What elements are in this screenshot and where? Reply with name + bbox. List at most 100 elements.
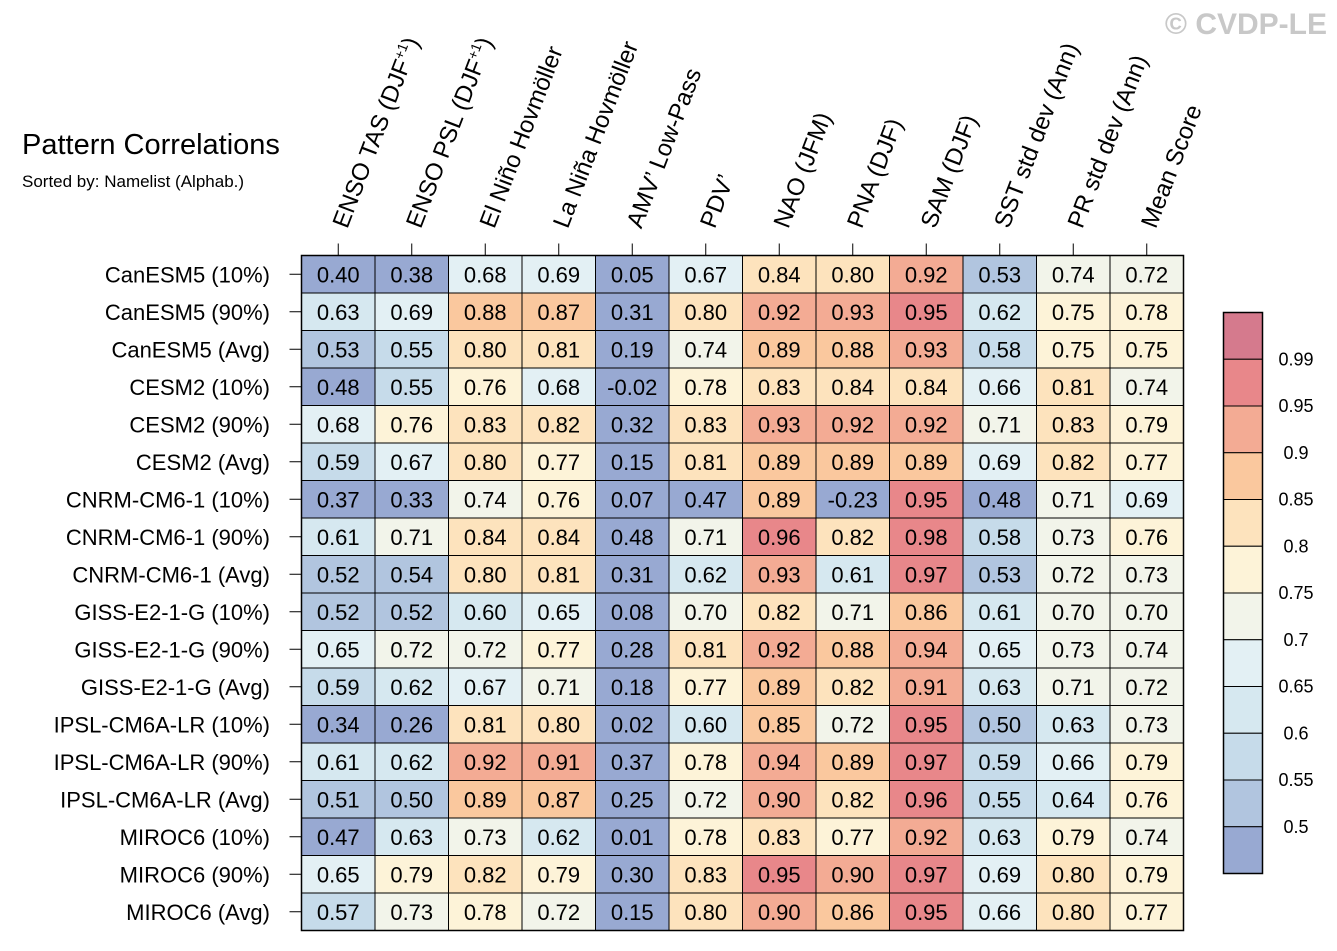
cell-value: 0.98 [905, 525, 948, 550]
cell-value: 0.77 [684, 675, 727, 700]
heatmap-cell [1036, 855, 1111, 894]
heatmap-cell [1109, 480, 1184, 519]
cell-value: 0.76 [1125, 525, 1168, 550]
cell-value: 0.77 [1125, 900, 1168, 925]
row-label: GISS-E2-1-G (10%) [74, 600, 270, 625]
heatmap-cell [448, 555, 523, 594]
cell-value: 0.92 [905, 412, 948, 437]
row-label: GISS-E2-1-G (90%) [74, 637, 270, 662]
cell-value: 0.70 [684, 600, 727, 625]
cell-value: 0.59 [978, 750, 1021, 775]
cell-value: 0.25 [611, 787, 654, 812]
cell-value: 0.76 [537, 487, 580, 512]
cell-value: 0.01 [611, 825, 654, 850]
cell-value: 0.78 [684, 375, 727, 400]
cell-value: 0.90 [758, 787, 801, 812]
cell-value: 0.50 [978, 712, 1021, 737]
heatmap-cell [1109, 705, 1184, 744]
cell-value: 0.85 [758, 712, 801, 737]
colorbar-label: 0.55 [1278, 770, 1313, 790]
heatmap-cell [742, 742, 817, 781]
cell-value: 0.72 [1052, 562, 1095, 587]
colorbar-label: 0.9 [1283, 443, 1308, 463]
cell-value: 0.61 [317, 525, 360, 550]
cell-value: 0.71 [537, 675, 580, 700]
heatmap-cell [448, 405, 523, 444]
cell-value: 0.80 [537, 712, 580, 737]
heatmap-cell [595, 592, 670, 631]
row-label: CanESM5 (90%) [105, 300, 270, 325]
heatmap-cell [1036, 817, 1111, 856]
colorbar-swatch [1223, 779, 1263, 828]
colorbar-swatch [1223, 639, 1263, 687]
heatmap-cell [595, 630, 670, 669]
heatmap-cell [889, 555, 964, 594]
heatmap-cell [521, 630, 596, 669]
heatmap-cell [668, 817, 743, 856]
cell-value: 0.61 [978, 600, 1021, 625]
heatmap-cell [962, 330, 1037, 369]
cell-value: 0.95 [905, 300, 948, 325]
cell-value: 0.82 [831, 787, 874, 812]
heatmap-cell [595, 480, 670, 519]
heatmap-cell [521, 330, 596, 369]
cell-value: 0.92 [464, 750, 507, 775]
cell-value: 0.50 [390, 787, 433, 812]
heatmap-cell [815, 742, 890, 781]
colorbar-swatch [1223, 312, 1263, 360]
cell-value: 0.72 [464, 637, 507, 662]
cell-value: 0.83 [684, 412, 727, 437]
cell-value: 0.79 [1125, 412, 1168, 437]
cell-value: 0.79 [390, 862, 433, 887]
heatmap-cell [1109, 555, 1184, 594]
heatmap-cell [815, 292, 890, 331]
cell-value: 0.76 [464, 375, 507, 400]
cell-value: 0.51 [317, 787, 360, 812]
cell-value: 0.15 [611, 900, 654, 925]
cell-value: 0.05 [611, 262, 654, 287]
heatmap-cell [301, 442, 376, 481]
heatmap-cell [1036, 780, 1111, 819]
cell-value: 0.79 [1125, 750, 1168, 775]
cell-value: 0.79 [1125, 862, 1168, 887]
cell-value: 0.72 [1125, 262, 1168, 287]
cell-value: 0.69 [1125, 487, 1168, 512]
colorbar-swatch [1223, 826, 1263, 874]
cell-value: 0.92 [905, 262, 948, 287]
heatmap-cell [815, 705, 890, 744]
cell-value: 0.91 [537, 750, 580, 775]
heatmap-cell [668, 705, 743, 744]
cell-value: 0.87 [537, 787, 580, 812]
heatmap-cell [301, 517, 376, 556]
cell-value: 0.68 [317, 412, 360, 437]
cell-value: 0.84 [537, 525, 580, 550]
heatmap-cell [448, 292, 523, 331]
heatmap-cell [962, 592, 1037, 631]
cell-value: 0.80 [464, 450, 507, 475]
cell-value: 0.53 [317, 337, 360, 362]
cell-value: 0.72 [684, 787, 727, 812]
heatmap-cell [889, 330, 964, 369]
heatmap-cell [962, 630, 1037, 669]
heatmap-cell [815, 442, 890, 481]
heatmap-cell [521, 442, 596, 481]
column-labels: ENSO TAS (DJF+1)ENSO PSL (DJF+1)El Niño … [328, 34, 1208, 256]
cell-value: 0.60 [464, 600, 507, 625]
heatmap-cell [889, 705, 964, 744]
heatmap-cell [1036, 255, 1111, 294]
cell-value: 0.54 [390, 562, 433, 587]
colorbar: 0.99 0.95 0.9 0.85 0.8 0.75 0.7 0.65 0.6 0.55 0.5 [1222, 311, 1314, 875]
cell-value: 0.57 [317, 900, 360, 925]
heatmap-cell [668, 292, 743, 331]
cell-value: 0.82 [758, 600, 801, 625]
cell-value: 0.76 [1125, 787, 1168, 812]
cell-value: 0.78 [464, 900, 507, 925]
cell-value: 0.70 [1125, 600, 1168, 625]
cell-value: 0.94 [758, 750, 801, 775]
cell-value: 0.63 [390, 825, 433, 850]
heatmap-cells: 0.40 0.38 0.68 0.69 0.05 0.67 0.84 0.80 0.92 0.53… [300, 254, 1185, 932]
heatmap-cell [889, 855, 964, 894]
cell-value: 0.97 [905, 862, 948, 887]
cell-value: 0.89 [464, 787, 507, 812]
heatmap-cell [668, 855, 743, 894]
